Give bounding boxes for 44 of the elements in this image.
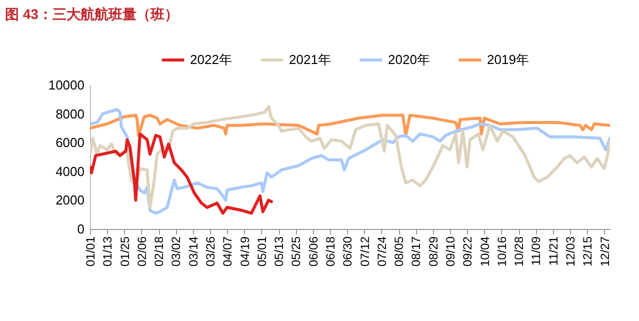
legend-label: 2020年 bbox=[388, 52, 430, 67]
x-tick-label: 03/02 bbox=[169, 236, 184, 267]
x-tick-label: 09/22 bbox=[460, 236, 475, 267]
x-tick-label: 12/03 bbox=[564, 236, 578, 267]
y-tick-label: 2000 bbox=[56, 192, 84, 208]
y-tick-label: 10000 bbox=[48, 78, 84, 92]
x-tick-label: 05/01 bbox=[254, 236, 269, 267]
x-tick-label: 05/13 bbox=[272, 236, 286, 267]
x-tick-label: 02/18 bbox=[152, 236, 166, 267]
x-tick-label: 05/25 bbox=[289, 236, 304, 267]
x-tick-label: 01/01 bbox=[84, 236, 98, 267]
line-series bbox=[90, 132, 273, 215]
y-tick-label: 8000 bbox=[56, 106, 84, 122]
y-tick-label: 6000 bbox=[56, 135, 84, 150]
x-tick-label: 04/07 bbox=[220, 236, 235, 267]
x-tick-label: 08/29 bbox=[426, 236, 440, 267]
x-tick-label: 11/21 bbox=[546, 236, 560, 266]
y-tick-label: 4000 bbox=[56, 164, 84, 179]
x-tick-label: 11/09 bbox=[529, 236, 544, 266]
x-tick-label: 08/05 bbox=[392, 236, 406, 267]
x-tick-label: 12/27 bbox=[598, 236, 612, 267]
x-tick-label: 08/17 bbox=[409, 236, 424, 267]
y-tick-label: 0 bbox=[77, 222, 84, 236]
x-tick-label: 04/19 bbox=[238, 236, 252, 267]
x-tick-label: 06/06 bbox=[306, 236, 320, 267]
x-tick-label: 07/12 bbox=[358, 236, 372, 267]
x-tick-label: 02/06 bbox=[134, 236, 149, 267]
legend-label: 2019年 bbox=[487, 52, 529, 67]
x-tick-label: 06/18 bbox=[324, 236, 338, 267]
x-tick-label: 10/28 bbox=[512, 236, 526, 267]
x-tick-label: 01/25 bbox=[118, 236, 132, 267]
x-tick-label: 12/15 bbox=[580, 236, 595, 267]
x-tick-label: 10/16 bbox=[494, 236, 509, 267]
x-tick-label: 09/10 bbox=[444, 236, 458, 267]
x-tick-label: 03/26 bbox=[204, 236, 218, 267]
x-tick-label: 01/13 bbox=[100, 236, 115, 267]
chart-title: 图 43：三大航航班量（班） bbox=[4, 5, 180, 24]
x-tick-label: 10/04 bbox=[478, 236, 492, 267]
x-tick-label: 06/30 bbox=[340, 236, 355, 267]
legend-label: 2021年 bbox=[289, 52, 331, 67]
line-series bbox=[90, 114, 610, 137]
legend-label: 2022年 bbox=[190, 52, 232, 67]
x-tick-label: 07/24 bbox=[374, 236, 389, 267]
x-tick-label: 03/14 bbox=[186, 236, 200, 267]
